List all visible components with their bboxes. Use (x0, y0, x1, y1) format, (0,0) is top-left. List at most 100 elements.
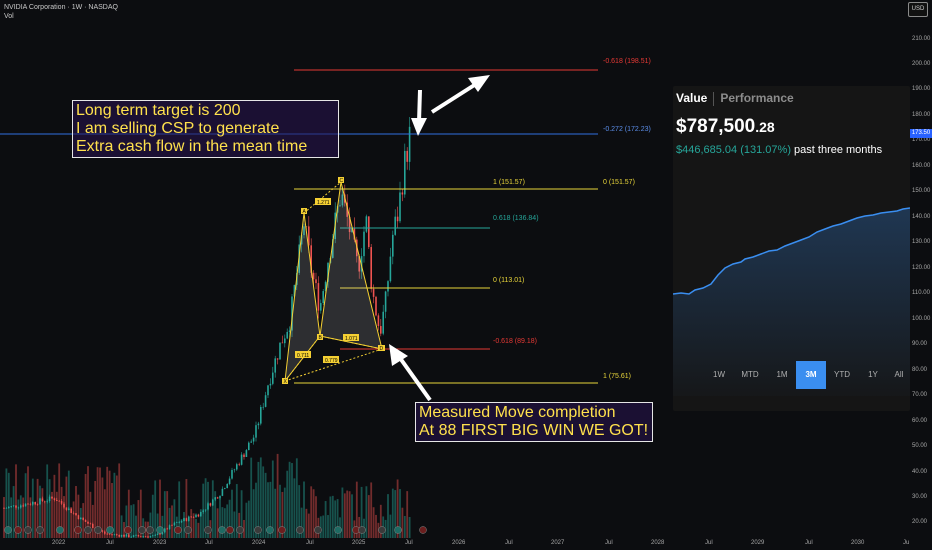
candle (130, 535, 132, 538)
volume-bar (233, 511, 236, 538)
x-tick-label: Jul (505, 540, 513, 546)
x-tick-label: Jul (805, 540, 813, 546)
volume-bar (223, 508, 226, 538)
volume-bar (39, 485, 41, 538)
volume-bar (154, 480, 157, 538)
note-line: Measured Move completion (419, 404, 616, 421)
candle (204, 509, 207, 513)
volume-bar (82, 503, 85, 538)
volume-bar (27, 466, 29, 538)
candle (281, 335, 284, 344)
fib-label-172: -0.272 (172.23) (603, 126, 651, 133)
y-tick-label: 130.00 (912, 239, 931, 245)
y-tick-label: 100.00 (912, 316, 931, 322)
volume-bar (406, 491, 409, 538)
volume-bar (17, 499, 20, 538)
volume-bar (300, 507, 303, 538)
candle (264, 391, 267, 408)
volume-bar (322, 515, 325, 538)
candle (166, 527, 168, 530)
currency-button[interactable]: USD (908, 2, 928, 17)
candle (32, 501, 34, 507)
volume-bar (168, 507, 171, 538)
volume-bar (190, 509, 193, 538)
svg-text:1.071: 1.071 (345, 336, 358, 342)
event-marker (184, 526, 192, 534)
candle (408, 116, 411, 171)
range-mtd[interactable]: MTD (741, 370, 759, 379)
event-marker (146, 526, 154, 534)
volume-bar (12, 486, 15, 538)
volume-bar (355, 481, 358, 538)
volume-bar (295, 458, 298, 538)
candle (236, 462, 238, 471)
volume-bar (103, 489, 106, 538)
range-1w[interactable]: 1W (713, 370, 725, 379)
volume-bar (305, 508, 308, 538)
volume-bar (387, 494, 389, 538)
candle (286, 328, 288, 340)
candle (58, 499, 60, 502)
pattern-diag-3 (303, 181, 342, 214)
candle (15, 505, 17, 510)
candle (214, 496, 216, 502)
value-main: $787,500 (676, 116, 756, 137)
event-marker (174, 526, 182, 534)
volume-bar (94, 480, 97, 538)
candle (12, 505, 15, 508)
volume-bar (346, 490, 349, 538)
candle (8, 506, 10, 509)
note-long-term-target[interactable]: Long term target is 200 I am selling CSP… (72, 100, 339, 158)
volume-bar (91, 504, 94, 538)
arrow-down (411, 89, 427, 136)
y-tick-label: 210.00 (912, 36, 931, 42)
volume-bar (108, 470, 111, 538)
candle (262, 402, 264, 410)
event-marker (378, 526, 386, 534)
fib-label-198: -0.618 (198.51) (603, 58, 651, 65)
candle (87, 520, 89, 525)
pattern-diag-2 (284, 348, 383, 382)
candle (339, 200, 341, 207)
tab-value[interactable]: Value (676, 91, 708, 105)
event-marker (106, 526, 114, 534)
candle (274, 355, 276, 378)
candle (46, 499, 48, 504)
x-tick-label: 2028 (651, 540, 665, 546)
volume-bar (149, 512, 152, 538)
candle (84, 519, 87, 522)
note-measured-move[interactable]: Measured Move completion At 88 FIRST BIG… (415, 402, 653, 442)
volume-bar (331, 495, 334, 538)
volume-bar (360, 486, 363, 538)
volume-bar (216, 508, 219, 538)
candle (231, 467, 233, 480)
range-1y[interactable]: 1Y (868, 370, 878, 379)
candle (178, 520, 180, 524)
candle (250, 439, 252, 443)
candle (396, 206, 399, 228)
tab-performance[interactable]: Performance (720, 91, 794, 105)
range-ytd[interactable]: YTD (834, 370, 850, 379)
event-marker (296, 526, 304, 534)
candle (332, 233, 334, 259)
candle (123, 534, 125, 537)
volume-bar (96, 467, 99, 538)
range-all[interactable]: All (894, 370, 904, 379)
symbol-line[interactable]: NVIDIA Corporation · 1W · NASDAQ (4, 4, 118, 11)
volume-bar (75, 486, 77, 538)
candle (41, 496, 44, 503)
candle (89, 522, 92, 525)
volume-bar (120, 515, 123, 538)
range-1m[interactable]: 1M (776, 370, 788, 379)
volume-label: Vol (4, 13, 14, 20)
value-cents: .28 (755, 119, 775, 135)
volume-bar (262, 466, 265, 538)
candle (152, 534, 154, 537)
candle (82, 517, 84, 521)
volume-bar (135, 515, 137, 538)
range-3m[interactable]: 3M (796, 361, 826, 389)
candle (365, 214, 368, 234)
candle (363, 226, 365, 263)
